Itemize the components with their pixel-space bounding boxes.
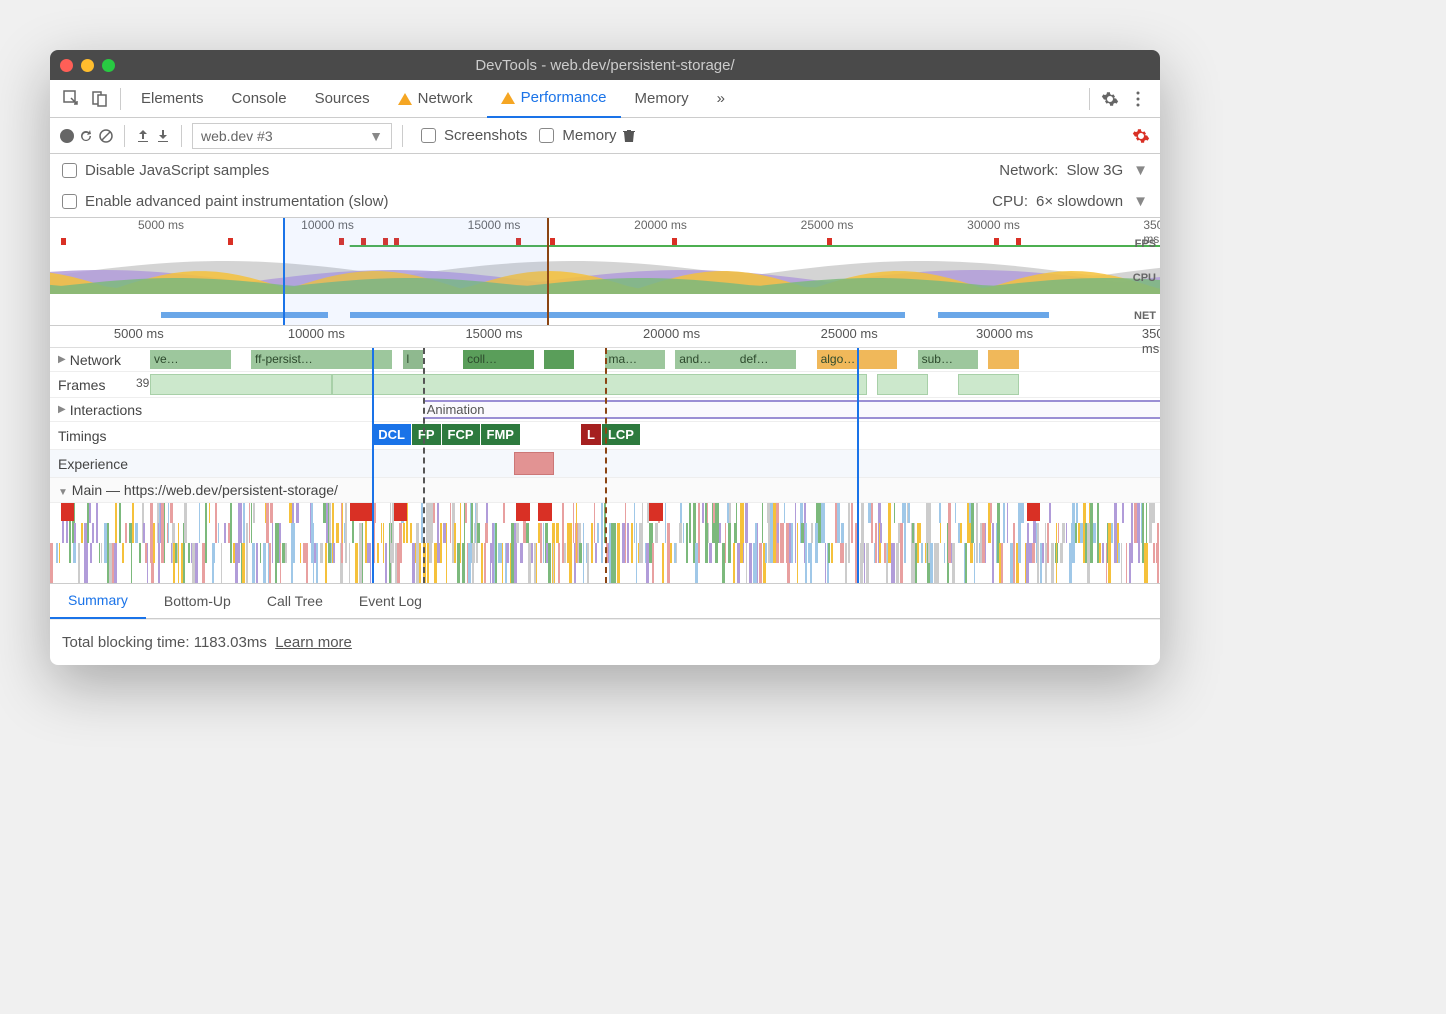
clear-button[interactable] — [98, 128, 114, 144]
screenshots-checkbox[interactable]: Screenshots — [421, 127, 527, 144]
network-block[interactable] — [544, 350, 574, 369]
tab-memory[interactable]: Memory — [621, 80, 703, 118]
warning-icon — [398, 93, 412, 105]
tab-console[interactable]: Console — [218, 80, 301, 118]
frame-block[interactable] — [150, 374, 332, 395]
overflow-glyph: » — [717, 90, 725, 107]
detail-tabs: SummaryBottom-UpCall TreeEvent Log — [50, 583, 1160, 619]
network-block[interactable]: l — [403, 350, 423, 369]
more-menu-icon[interactable] — [1124, 85, 1152, 113]
detail-tab-summary[interactable]: Summary — [50, 583, 146, 619]
detail-ruler[interactable]: 5000 ms 10000 ms 15000 ms 20000 ms 25000 ms 3… — [50, 326, 1160, 348]
record-button[interactable] — [60, 129, 74, 143]
network-block[interactable]: and… — [675, 350, 736, 369]
animation-span: Animation — [423, 400, 1160, 419]
settings-row-2: Enable advanced paint instrumentation (s… — [50, 186, 1160, 218]
maximize-window-button[interactable] — [102, 59, 115, 72]
tabs-overflow-button[interactable]: » — [703, 80, 739, 118]
cpu-throttle-select[interactable]: 6× slowdown▼ — [1036, 193, 1148, 210]
device-toolbar-icon[interactable] — [86, 85, 114, 113]
experience-track[interactable]: Experience — [50, 450, 1160, 478]
frame-block[interactable] — [877, 374, 928, 395]
tab-performance[interactable]: Performance — [487, 80, 621, 118]
network-block[interactable]: ff-persist… — [251, 350, 392, 369]
detail-tab-event-log[interactable]: Event Log — [341, 583, 440, 619]
window-title: DevTools - web.dev/persistent-storage/ — [475, 57, 734, 74]
inspect-element-icon[interactable] — [58, 85, 86, 113]
timing-lcp[interactable]: LCP — [602, 424, 640, 445]
overview-tick: 5000 ms — [138, 218, 184, 232]
profile-select-value: web.dev #3 — [201, 128, 273, 144]
memory-checkbox[interactable]: Memory — [539, 127, 616, 144]
settings-gear-icon[interactable] — [1096, 85, 1124, 113]
network-block[interactable]: def… — [736, 350, 797, 369]
experience-block[interactable] — [514, 452, 554, 475]
tbt-value: 1183.03ms — [194, 634, 267, 651]
detail-tick: 5000 ms — [114, 326, 164, 341]
enable-paint-checkbox[interactable]: Enable advanced paint instrumentation (s… — [62, 193, 389, 210]
network-block[interactable]: ma… — [605, 350, 666, 369]
performance-toolbar: web.dev #3 ▼ Screenshots Memory — [50, 118, 1160, 154]
flame-chart[interactable] — [50, 503, 1160, 583]
detail-tab-call-tree[interactable]: Call Tree — [249, 583, 341, 619]
network-block[interactable]: algo… — [817, 350, 898, 369]
close-window-button[interactable] — [60, 59, 73, 72]
capture-settings-gear-icon[interactable] — [1132, 127, 1150, 145]
network-block[interactable]: ve… — [150, 350, 231, 369]
timeline-overview[interactable]: 5000 ms10000 ms15000 ms20000 ms25000 ms3… — [50, 218, 1160, 326]
overview-side-labels: FPS CPU NET — [1133, 236, 1156, 324]
traffic-lights — [60, 59, 115, 72]
frames-track[interactable]: Frames 399.8 ms 9596.1 ms — [50, 372, 1160, 398]
detail-tick: 25000 ms — [821, 326, 878, 341]
tbt-label: Total blocking time: — [62, 634, 194, 651]
interactions-track[interactable]: ▶Interactions Animation — [50, 398, 1160, 422]
network-throttle-label: Network: — [999, 162, 1058, 179]
detail-tick: 20000 ms — [643, 326, 700, 341]
overview-tick: 30000 ms — [967, 218, 1020, 232]
overview-tick: 20000 ms — [634, 218, 687, 232]
timing-l[interactable]: L — [581, 424, 601, 445]
settings-row-1: Disable JavaScript samples Network: Slow… — [50, 154, 1160, 186]
cpu-throttle-label: CPU: — [992, 193, 1028, 210]
network-throttle-select[interactable]: Slow 3G▼ — [1066, 162, 1148, 179]
detail-tick: 10000 ms — [288, 326, 345, 341]
devtools-window: DevTools - web.dev/persistent-storage/ E… — [50, 50, 1160, 665]
download-button[interactable] — [155, 128, 171, 144]
frame-block[interactable] — [958, 374, 1019, 395]
tab-sources[interactable]: Sources — [301, 80, 384, 118]
summary-panel: Total blocking time: 1183.03ms Learn mor… — [50, 619, 1160, 665]
overview-selection[interactable] — [283, 218, 549, 325]
detail-tick: 30000 ms — [976, 326, 1033, 341]
network-block[interactable] — [988, 350, 1018, 369]
reload-button[interactable] — [78, 128, 94, 144]
overview-tick: 25000 ms — [801, 218, 854, 232]
main-thread-header[interactable]: ▼ Main — https://web.dev/persistent-stor… — [50, 478, 1160, 503]
timing-fp[interactable]: FP — [412, 424, 441, 445]
trash-button[interactable] — [621, 128, 637, 144]
profile-select[interactable]: web.dev #3 ▼ — [192, 123, 392, 149]
warning-icon — [501, 92, 515, 104]
minimize-window-button[interactable] — [81, 59, 94, 72]
learn-more-link[interactable]: Learn more — [275, 634, 352, 651]
titlebar: DevTools - web.dev/persistent-storage/ — [50, 50, 1160, 80]
timings-track[interactable]: Timings DCLFPFCPFMPLLCP — [50, 422, 1160, 450]
timing-fcp[interactable]: FCP — [442, 424, 480, 445]
timing-dcl[interactable]: DCL — [372, 424, 411, 445]
disable-js-checkbox[interactable]: Disable JavaScript samples — [62, 162, 269, 179]
upload-button[interactable] — [135, 128, 151, 144]
detail-tick: 15000 ms — [465, 326, 522, 341]
timing-fmp[interactable]: FMP — [481, 424, 520, 445]
tab-elements[interactable]: Elements — [127, 80, 218, 118]
tab-network[interactable]: Network — [384, 80, 487, 118]
network-block[interactable]: coll… — [463, 350, 534, 369]
network-track[interactable]: ▶Network ve…ff-persist…lcoll…ma…and…def…… — [50, 348, 1160, 372]
detail-tab-bottom-up[interactable]: Bottom-Up — [146, 583, 249, 619]
frame-block[interactable] — [332, 374, 867, 395]
network-block[interactable]: sub… — [918, 350, 979, 369]
devtools-tabs: ElementsConsoleSourcesNetworkPerformance… — [50, 80, 1160, 118]
